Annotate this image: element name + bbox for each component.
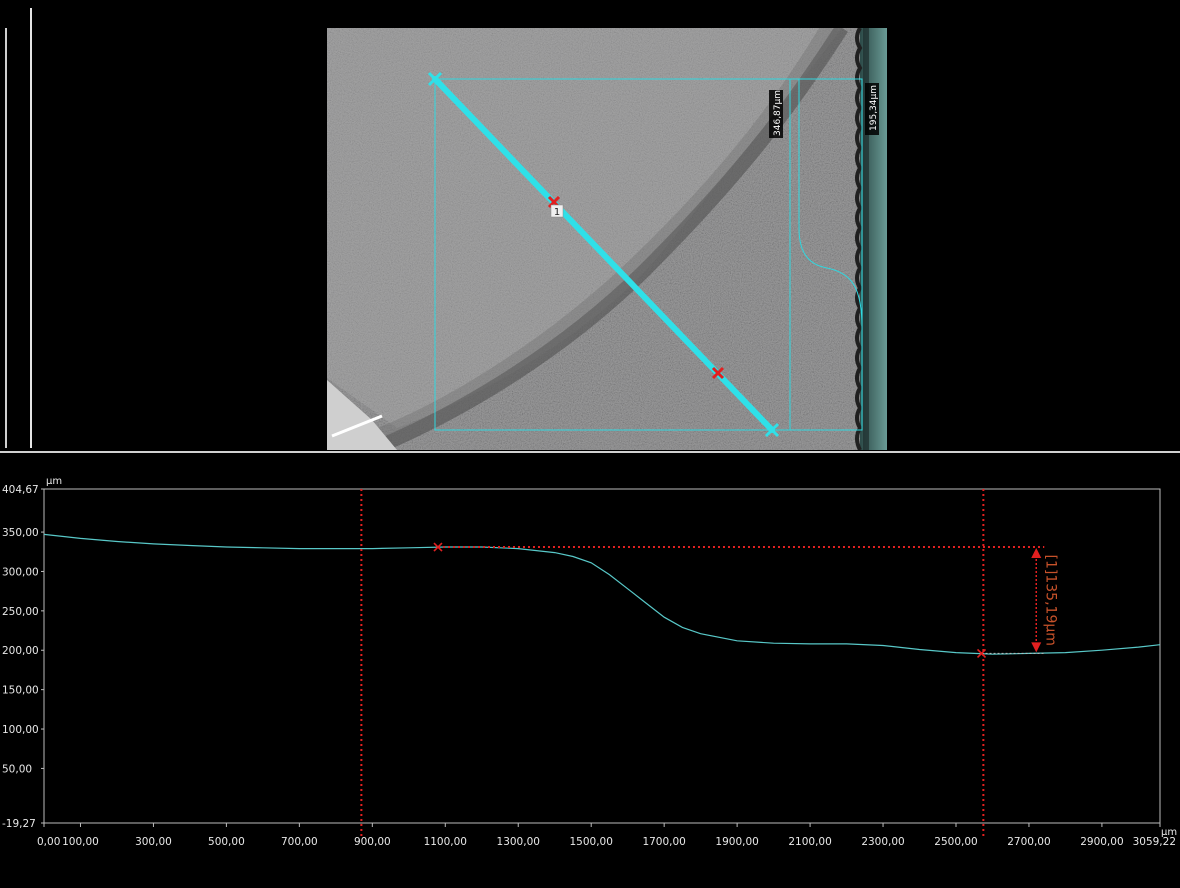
- x-tick-label: 900,00: [354, 836, 391, 848]
- marker-2[interactable]: [711, 366, 725, 380]
- line-handle-end[interactable]: [764, 422, 780, 438]
- y-tick-label: 100,00: [2, 724, 39, 736]
- x-tick-label: 0,00: [37, 836, 60, 848]
- x-tick-label: 1700,00: [642, 836, 685, 848]
- y-tick-label: 200,00: [2, 645, 39, 657]
- profile-series-line: [43, 533, 1161, 655]
- measure-point-2: [976, 648, 987, 658]
- x-tick-label: 300,00: [135, 836, 172, 848]
- dimension-label-b: 195,34µm: [869, 85, 879, 131]
- x-tick-label: 3059,22: [1133, 836, 1176, 848]
- line-handle-start[interactable]: [427, 71, 443, 87]
- y-tick-label: 404,67: [2, 484, 39, 496]
- x-tick-label: 100,00: [62, 836, 99, 848]
- micrograph-image: 1 346,87µm 195,34µm: [327, 28, 887, 450]
- measure-arrow-head-bottom: [1031, 642, 1042, 653]
- y-tick-label: 150,00: [2, 685, 39, 697]
- y-tick-label: 350,00: [2, 527, 39, 539]
- y-unit-label: µm: [46, 476, 62, 487]
- x-tick-label: 2100,00: [788, 836, 831, 848]
- panel-splitter[interactable]: [30, 8, 32, 448]
- measure-point-1: [433, 542, 443, 552]
- panel-border-left: [5, 28, 7, 448]
- x-tick-label: 2300,00: [861, 836, 904, 848]
- y-tick-label: -19,27: [2, 818, 36, 830]
- x-tick-label: 2700,00: [1007, 836, 1050, 848]
- y-tick-label: 250,00: [2, 606, 39, 618]
- x-tick-label: 1500,00: [569, 836, 612, 848]
- micrograph-view[interactable]: 1 346,87µm 195,34µm: [327, 28, 887, 450]
- measure-value-label: [1]135,19µm: [1042, 555, 1058, 646]
- x-tick-label: 1900,00: [715, 836, 758, 848]
- plot-frame: [43, 488, 1161, 824]
- x-tick-label: 500,00: [208, 836, 245, 848]
- y-tick-label: 50,00: [2, 763, 32, 775]
- dimension-label-a: 346,87µm: [773, 90, 783, 136]
- x-tick-label: 2500,00: [934, 836, 977, 848]
- marker-1[interactable]: 1: [547, 195, 564, 218]
- roi-rectangle[interactable]: [434, 78, 863, 431]
- measure-arrow-head-top: [1031, 548, 1042, 559]
- x-unit-label: µm: [1161, 827, 1177, 838]
- x-tick-label: 1100,00: [424, 836, 467, 848]
- profile-chart-svg: µm µm 404,67 350,00 300,00 250,00 200,00 150,0…: [2, 476, 1177, 848]
- image-panel: 1 346,87µm 195,34µm: [5, 8, 887, 450]
- groove-band: [384, 28, 848, 450]
- profile-chart[interactable]: µm µm 404,67 350,00 300,00 250,00 200,00 150,0…: [0, 454, 1180, 888]
- x-tick-label: 1300,00: [497, 836, 540, 848]
- panel-divider[interactable]: [0, 451, 1180, 453]
- marker-number: 1: [554, 207, 560, 218]
- x-tick-label: 700,00: [281, 836, 318, 848]
- roi-contour: [789, 78, 863, 431]
- y-tick-label: 300,00: [2, 566, 39, 578]
- x-tick-label: 2900,00: [1080, 836, 1123, 848]
